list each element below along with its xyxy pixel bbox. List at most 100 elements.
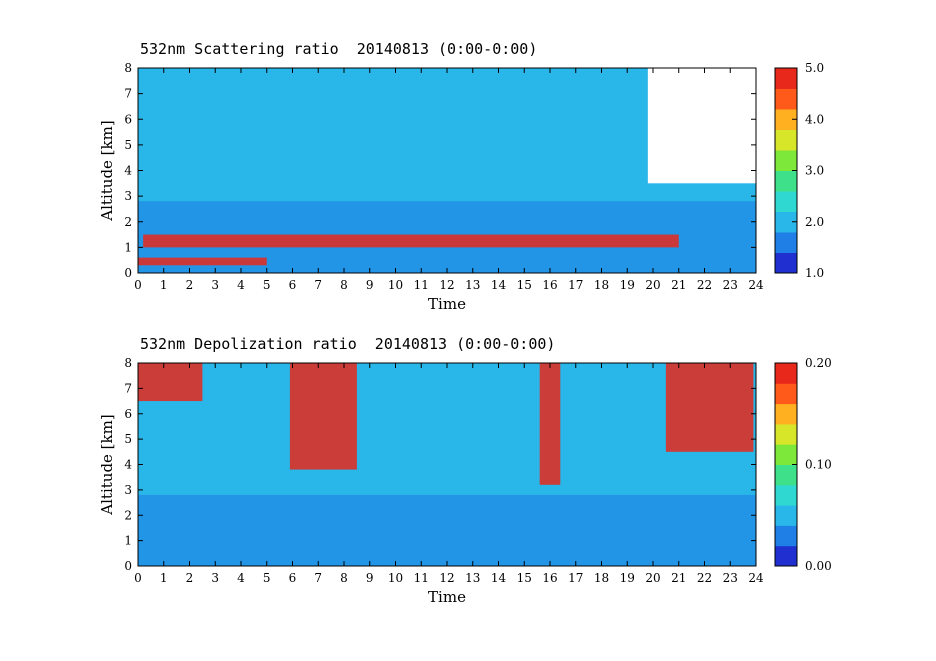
feature-cloud-base-layer [143, 234, 679, 248]
x-tick-label: 6 [289, 278, 297, 292]
y-tick-label: 4 [124, 164, 132, 178]
x-tick-label: 2 [186, 278, 194, 292]
colorbar-tick-label: 0.00 [805, 559, 832, 573]
x-tick-label: 9 [366, 571, 374, 585]
y-tick-label: 5 [124, 432, 132, 446]
x-tick-label: 20 [645, 278, 660, 292]
chart-title: 532nm Depolization ratio 20140813 (0:00-… [140, 335, 556, 353]
x-tick-label: 4 [237, 278, 245, 292]
colorbar-segment [775, 444, 797, 465]
x-tick-label: 4 [237, 571, 245, 585]
scattering-ratio-chart: 0 1 2 3 4 5 6 7 8 9 10 11 12 13 14 15 16 17 18 19 20 21 22 23 24… [98, 61, 824, 310]
x-tick-label: 5 [263, 571, 271, 585]
y-tick-label: 6 [124, 112, 132, 126]
colorbar-segment [775, 363, 797, 384]
colorbar-tick-label: 0.10 [805, 458, 832, 472]
y-tick-label: 5 [124, 138, 132, 152]
x-tick-label: 1 [160, 278, 168, 292]
feature-surface-layer [138, 257, 267, 266]
colorbar-segment [775, 211, 797, 233]
x-tick-label: 12 [439, 278, 454, 292]
y-tick-label: 4 [124, 458, 132, 472]
x-tick-label: 9 [366, 278, 374, 292]
x-axis-label: Time [428, 588, 466, 606]
x-tick-label: 16 [542, 571, 557, 585]
colorbar-segment [775, 464, 797, 486]
y-tick-label: 1 [124, 240, 132, 254]
x-tick-label: 0 [134, 278, 142, 292]
x-tick-label: 11 [414, 571, 429, 585]
colorbar-segment [775, 191, 797, 212]
x-tick-label: 8 [340, 278, 348, 292]
x-tick-label: 6 [289, 571, 297, 585]
x-tick-label: 19 [620, 571, 635, 585]
colorbar-segment [775, 505, 797, 526]
scattering-ratio-panel: 532nm Scattering ratio 20140813 (0:00-0:… [0, 0, 936, 310]
feature-high-depol-column [539, 363, 561, 485]
y-tick-label: 2 [124, 508, 132, 522]
feature-clear-high-region [647, 68, 756, 184]
x-tick-label: 13 [465, 571, 480, 585]
colorbar-segment [775, 403, 797, 425]
y-tick-label: 8 [124, 61, 132, 75]
colorbar-tick-label: 0.20 [805, 356, 832, 370]
x-tick-label: 19 [620, 278, 635, 292]
colorbar-segment [775, 170, 797, 192]
y-tick-label: 0 [124, 559, 132, 573]
x-tick-label: 1 [160, 571, 168, 585]
x-tick-label: 5 [263, 278, 271, 292]
x-tick-label: 17 [568, 278, 583, 292]
chart-title: 532nm Scattering ratio 20140813 (0:00-0:… [140, 40, 538, 58]
colorbar-segment [775, 484, 797, 506]
x-tick-label: 3 [211, 278, 219, 292]
y-tick-label: 7 [124, 87, 132, 101]
colorbar-segment [775, 68, 797, 89]
y-tick-label: 6 [124, 407, 132, 421]
y-axis-label: Altitude [km] [98, 414, 116, 515]
x-tick-label: 23 [723, 571, 738, 585]
y-tick-label: 7 [124, 381, 132, 395]
y-axis-label: Altitude [km] [98, 120, 116, 221]
y-tick-label: 3 [124, 483, 132, 497]
x-tick-label: 18 [594, 571, 609, 585]
x-tick-label: 15 [517, 278, 532, 292]
x-tick-label: 18 [594, 278, 609, 292]
x-tick-label: 17 [568, 571, 583, 585]
x-tick-label: 13 [465, 278, 480, 292]
colorbar-segment [775, 150, 797, 171]
colorbar-segment [775, 232, 797, 253]
colorbar-segment [775, 525, 797, 547]
colorbar-tick-label: 3.0 [805, 164, 824, 178]
x-tick-label: 10 [388, 278, 403, 292]
feature-high-depol-patch [665, 363, 754, 452]
colorbar-segment [775, 252, 797, 274]
x-tick-label: 21 [671, 571, 686, 585]
x-tick-label: 8 [340, 571, 348, 585]
plot-lower-band [138, 494, 756, 566]
x-tick-label: 15 [517, 571, 532, 585]
x-tick-label: 11 [414, 278, 429, 292]
x-tick-label: 21 [671, 278, 686, 292]
y-tick-label: 8 [124, 356, 132, 370]
x-tick-label: 0 [134, 571, 142, 585]
colorbar-segment [775, 129, 797, 151]
colorbar-tick-label: 4.0 [805, 112, 824, 126]
x-tick-label: 24 [748, 571, 764, 585]
x-tick-label: 23 [723, 278, 738, 292]
colorbar-segment [775, 109, 797, 130]
x-tick-label: 14 [491, 571, 507, 585]
y-tick-label: 3 [124, 189, 132, 203]
colorbar-segment [775, 423, 797, 445]
y-tick-label: 0 [124, 266, 132, 280]
feature-high-depol-patch [138, 363, 203, 402]
x-tick-label: 7 [314, 571, 322, 585]
x-tick-label: 16 [542, 278, 557, 292]
colorbar-segment [775, 545, 797, 567]
y-tick-label: 2 [124, 215, 132, 229]
colorbar-segment [775, 88, 797, 110]
x-tick-label: 24 [748, 278, 764, 292]
depolarization-ratio-chart: 0 1 2 3 4 5 6 7 8 9 10 11 12 13 14 15 16 17 18 19 20 21 22 23 24… [98, 356, 832, 606]
colorbar-tick-label: 1.0 [805, 266, 824, 280]
x-tick-label: 14 [491, 278, 507, 292]
colorbar-tick-label: 5.0 [805, 61, 824, 75]
